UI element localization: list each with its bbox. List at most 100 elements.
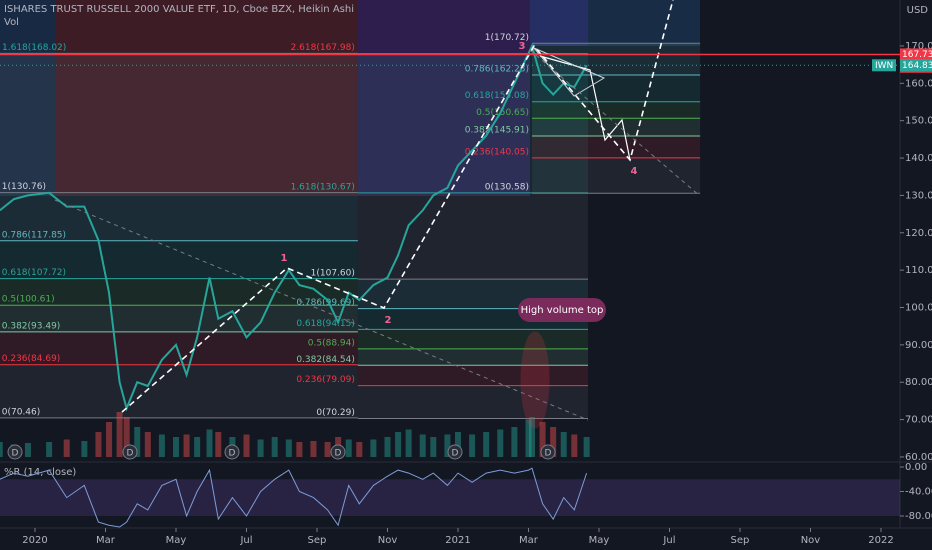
volume-bar [356, 442, 363, 457]
fib-zone [357, 329, 589, 349]
dividend-marker [540, 444, 556, 460]
volume-bar [525, 419, 532, 457]
dividend-marker [447, 444, 463, 460]
volume-bar [0, 442, 3, 457]
x-tick-label: May [589, 535, 610, 546]
fib-label: 1.618(130.67) [291, 182, 355, 192]
fib-label: 0.786(117.85) [2, 230, 66, 240]
y-tick-label: 150.00 [905, 116, 932, 127]
wave-label: 1 [281, 253, 288, 264]
volume-bar [324, 442, 331, 457]
volume-bar [483, 432, 490, 457]
trend-line [54, 199, 589, 421]
volume-bar [158, 434, 165, 457]
volume-bar [144, 432, 151, 457]
fib-zone [532, 101, 701, 119]
volume-bar [215, 432, 222, 457]
volume-bar [172, 437, 179, 457]
x-tick-label: May [166, 535, 187, 546]
fib-zone [357, 192, 589, 280]
fib-zone [357, 53, 589, 193]
fib-label: 1.618(168.02) [2, 43, 66, 53]
dividend-label: D [545, 449, 552, 459]
fib-zone [0, 331, 358, 365]
dividend-marker [7, 444, 23, 460]
name-tag [872, 59, 896, 72]
fib-label: 0.786(99.69) [296, 298, 355, 308]
volume-bar [550, 427, 557, 457]
volume-label: Vol [4, 17, 19, 28]
fib-zone [532, 74, 701, 102]
volume-bar [384, 437, 391, 457]
y-tick-label: 70.00 [905, 415, 932, 426]
volume-bar [63, 439, 70, 457]
volume-bar [444, 434, 451, 457]
fib-label: 0(70.46) [2, 407, 41, 417]
dividend-marker [224, 444, 240, 460]
fib-zone [0, 53, 358, 193]
fib-label: 0.236(140.05) [465, 147, 529, 157]
fib-label: 0.236(79.09) [296, 375, 355, 385]
x-tick-label: 2020 [22, 535, 47, 546]
fib-label: 0.236(84.69) [2, 354, 61, 364]
volume-bar [123, 417, 130, 457]
volume-bar [497, 429, 504, 457]
volume-bar [419, 434, 426, 457]
y-tick-label: 140.00 [905, 153, 932, 164]
volume-bar [243, 434, 250, 457]
x-tick-label: Jul [662, 535, 675, 546]
volume-bar [583, 437, 590, 457]
dividend-label: D [335, 449, 342, 459]
x-tick-label: Nov [801, 535, 821, 546]
dividend-marker [330, 444, 346, 460]
price-line [0, 43, 588, 412]
volume-bar [24, 443, 31, 457]
fib-zone [0, 305, 358, 332]
volume-bar [194, 437, 201, 457]
y-tick-label: 130.00 [905, 190, 932, 201]
volume-bar [116, 412, 123, 457]
fib-zone [532, 157, 701, 194]
fib-label: 0.382(84.54) [296, 355, 355, 365]
volume-bar [469, 434, 476, 457]
y-tick-label: 160.00 [905, 78, 932, 89]
zone [588, 0, 700, 46]
dividend-label: D [229, 449, 236, 459]
volume-bar [46, 442, 53, 457]
fib-zone [357, 365, 589, 386]
currency: USD [907, 5, 929, 16]
fib-label: 0.5(100.61) [2, 295, 55, 305]
volume-bar [134, 427, 141, 457]
fib-label: 0.618(155.08) [465, 91, 529, 101]
zone [358, 0, 530, 196]
wave-line [121, 0, 674, 413]
dividend-label: D [12, 449, 19, 459]
volume-bar [395, 432, 402, 457]
volume-bar [430, 437, 437, 457]
fib-label: 0.382(93.49) [2, 321, 61, 331]
volume-bar [206, 429, 213, 457]
fib-label: 1(107.60) [311, 269, 355, 279]
fib-label: 0(130.58) [485, 183, 529, 193]
fib-label: 1(170.72) [485, 33, 529, 43]
price-tag [900, 48, 932, 61]
fib-zone [532, 135, 701, 158]
y-tick-label: 170.00 [905, 41, 932, 52]
y-tick-label: 100.00 [905, 303, 932, 314]
x-tick-label: Sep [731, 535, 750, 546]
price-tag [900, 59, 932, 72]
fib-label: 0(70.29) [316, 408, 355, 418]
wave-label: 3 [519, 41, 526, 52]
x-tick-label: Jul [239, 535, 252, 546]
x-tick-label: 2022 [868, 535, 893, 546]
zone [0, 0, 55, 196]
fib-label: 0.786(162.23) [465, 64, 529, 74]
volume-bar [405, 429, 412, 457]
fib-zone [532, 43, 701, 75]
r-tick-label: -40.00 [905, 487, 932, 498]
williams-r-line [0, 467, 588, 528]
x-tick-label: Sep [308, 535, 327, 546]
volume-bar [310, 441, 317, 457]
y-tick-label: 80.00 [905, 377, 932, 388]
wave-label: 4 [631, 166, 638, 177]
